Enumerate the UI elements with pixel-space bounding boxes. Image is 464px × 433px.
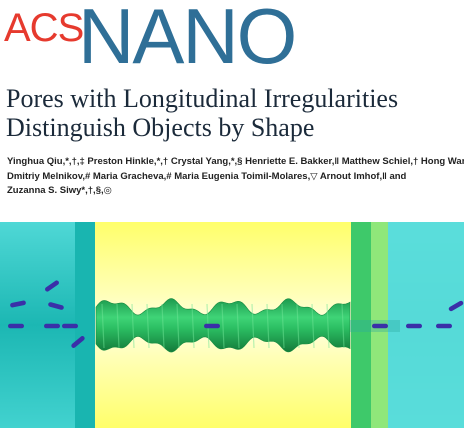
pore-ridge [116,303,120,349]
pore-ridge [281,303,285,349]
rod-particle [44,323,60,329]
pore-ridge [251,303,255,349]
pore-ridge [131,303,135,349]
pore-ridge [341,303,345,349]
article-title: Pores with Longitudinal Irregularities D… [6,84,462,142]
pore-ridge [326,303,330,349]
band-green [351,222,371,428]
pore-ridge [161,303,165,349]
article-title-line1: Pores with Longitudinal Irregularities [6,84,399,113]
rod-particle [71,336,85,348]
pore-illustration [0,222,464,428]
rod-particle [48,302,64,310]
rod-particle [62,323,78,329]
journal-logo-nano: NANO [78,0,297,80]
rod-particles [8,280,464,348]
pore-ridge [311,303,315,349]
journal-masthead: ACS NANO [4,0,464,82]
toc-figure [0,222,464,428]
rod-particle [448,300,464,312]
author-line-2: Dmitriy Melnikov,# Maria Gracheva,# Mari… [7,170,407,182]
pore-ridge [221,303,225,349]
pore-ridge [101,303,105,349]
rod-particle [10,300,26,308]
rod-particle [45,280,59,292]
pore-ridge [266,303,270,349]
pore-ridge [296,303,300,349]
journal-logo-acs: ACS [4,6,84,50]
rod-particle [406,323,422,329]
rod-particle [204,323,220,329]
membrane-edge-left [75,222,95,428]
author-line-1: Yinghua Qiu,*,†,‡ Preston Hinkle,*,† Cry… [7,156,464,167]
author-list: Yinghua Qiu,*,†,‡ Preston Hinkle,*,† Cry… [7,155,464,199]
pore-ridge [191,303,195,349]
author-line-3: Zuzanna S. Siwy*,†,§,◎ [7,185,112,196]
irregular-pore [95,298,400,353]
rod-particle [372,323,388,329]
pore-ridge [146,303,150,349]
pore-ridge [236,303,240,349]
rod-particle [436,323,452,329]
rod-particle [8,323,24,329]
article-title-line2: Distinguish Objects by Shape [6,113,315,142]
pore-ridge [176,303,180,349]
